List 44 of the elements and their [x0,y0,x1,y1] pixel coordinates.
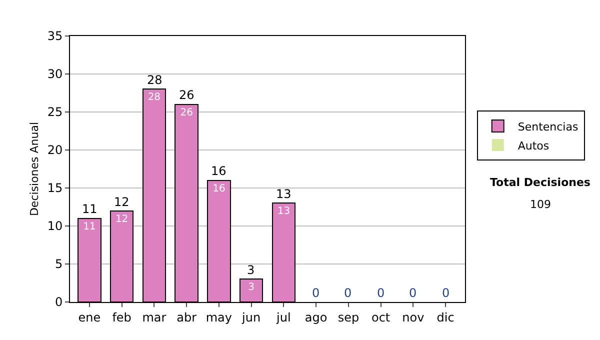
total-label: 11 [82,202,98,216]
data-label: 26 [180,107,193,118]
total-label: 26 [179,88,194,102]
y-axis-title: Decisiones Anual [28,122,41,216]
data-label: 16 [212,183,226,194]
legend-label: Sentencias [518,120,578,134]
total-label: 0 [409,286,417,300]
y-tick-label: 0 [54,295,63,310]
total-label: 28 [147,73,162,87]
y-tick-label: 10 [47,219,63,234]
x-tick-label: mar [142,310,166,324]
legend-label: Autos [518,139,550,152]
total-label: 0 [377,286,385,300]
data-label: 13 [277,206,290,218]
y-tick-label: 35 [47,29,63,44]
y-tick-label: 25 [47,105,63,120]
data-label: 28 [148,92,161,104]
data-label: 11 [83,221,96,232]
text: Total Decisiones [490,176,591,189]
total-label: 0 [312,286,320,300]
x-tick-label: may [206,310,232,324]
x-tick-label: feb [112,310,132,324]
x-tick-label: jul [276,310,291,324]
total-label: 3 [247,263,255,277]
x-tick-label: abr [176,310,197,324]
x-tick-label: ene [78,310,101,324]
x-tick-label: sep [338,310,360,324]
x-tick-label: nov [402,310,424,324]
x-tick-label: ago [304,310,328,324]
total-label: 12 [114,195,130,209]
total-label: 16 [211,164,226,178]
data-label: 12 [115,214,128,225]
total-label: 13 [276,187,292,201]
x-tick-label: jun [241,310,261,324]
y-tick-label: 20 [47,143,63,158]
text: 109 [530,198,551,211]
y-tick-label: 30 [47,67,63,82]
total-label: 0 [442,286,450,300]
x-tick-label: dic [436,310,454,324]
y-tick-label: 15 [47,181,63,196]
total-label: 0 [344,286,352,300]
x-tick-label: oct [371,310,390,324]
data-label: 3 [248,282,254,294]
y-tick-label: 5 [54,257,63,272]
